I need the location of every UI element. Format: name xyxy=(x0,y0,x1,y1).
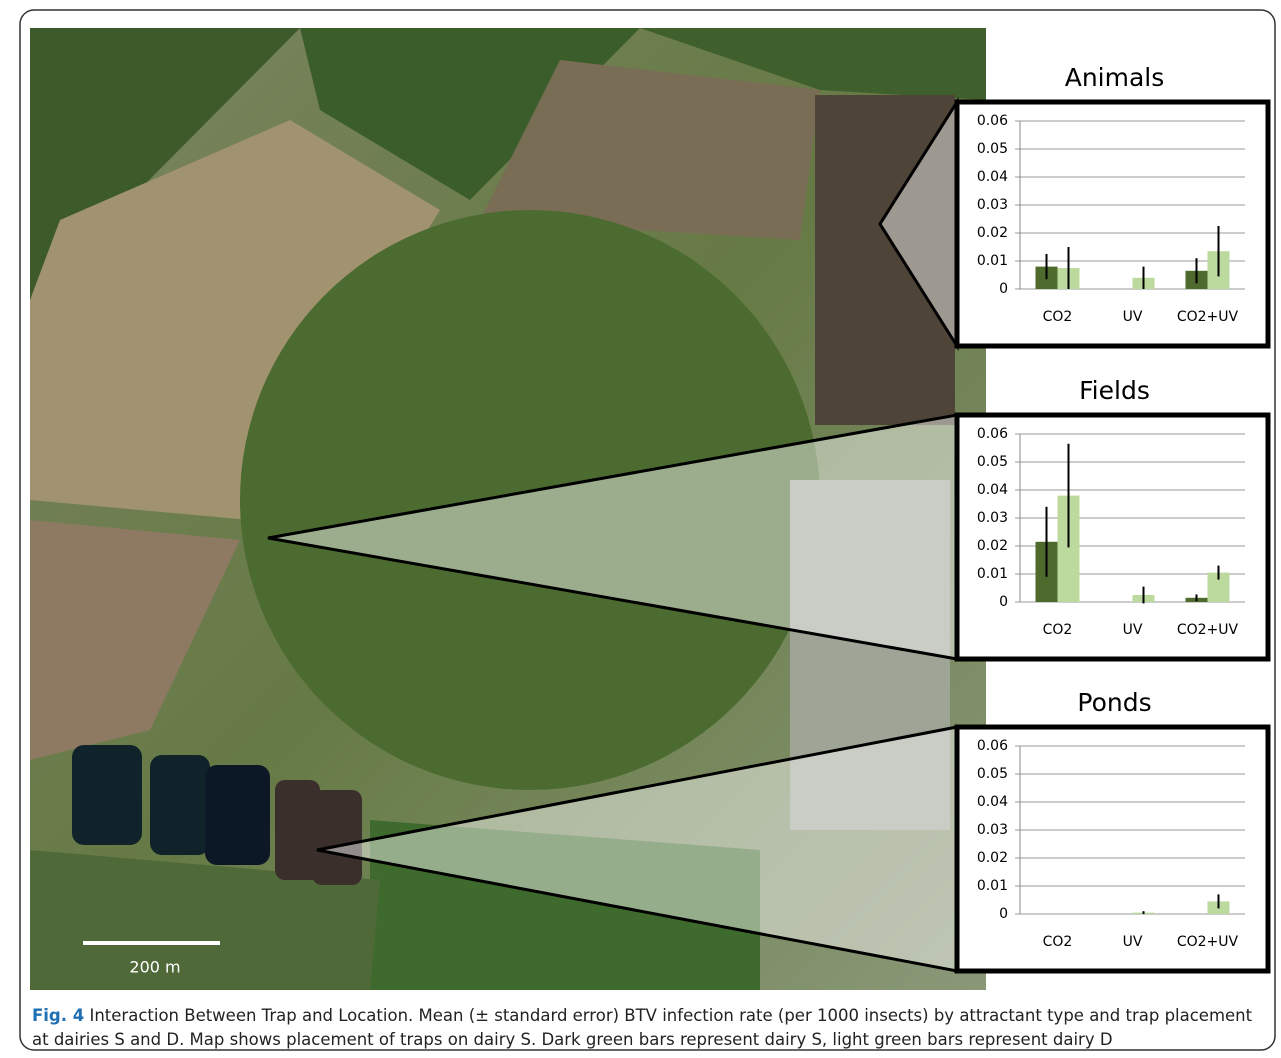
x-tick-label: CO2+UV xyxy=(1177,622,1239,638)
chart-title: Fields xyxy=(1079,376,1150,405)
x-tick-label: CO2 xyxy=(1043,934,1073,950)
caption-text: Interaction Between Trap and Location. M… xyxy=(32,1006,1253,1049)
x-tick-label: CO2+UV xyxy=(1177,309,1239,325)
field xyxy=(790,480,950,830)
field xyxy=(480,60,820,240)
chart-title: Ponds xyxy=(1077,688,1151,717)
x-tick-label: UV xyxy=(1123,622,1143,638)
y-tick-label: 0 xyxy=(999,906,1008,922)
y-tick-label: 0.04 xyxy=(977,169,1008,185)
ponds xyxy=(72,745,362,885)
map: 200 m xyxy=(30,28,986,990)
figure-frame xyxy=(19,9,1276,1051)
field xyxy=(30,520,240,760)
chart-box xyxy=(954,99,1271,349)
chart-title: Animals xyxy=(1065,63,1165,92)
y-tick-label: 0.03 xyxy=(977,822,1008,838)
y-tick-label: 0.06 xyxy=(977,113,1008,129)
y-tick-label: 0 xyxy=(999,281,1008,297)
field xyxy=(30,850,380,990)
y-tick-label: 0.02 xyxy=(977,225,1008,241)
y-tick-label: 0.05 xyxy=(977,141,1008,157)
bar xyxy=(1057,495,1080,602)
y-tick-label: 0.03 xyxy=(977,510,1008,526)
y-tick-label: 0 xyxy=(999,594,1008,610)
caption: Fig. 4 Interaction Between Trap and Loca… xyxy=(32,1004,1267,1052)
y-tick-label: 0.01 xyxy=(977,253,1008,269)
x-tick-label: UV xyxy=(1123,309,1143,325)
pivot-field xyxy=(240,210,820,790)
y-tick-label: 0.01 xyxy=(977,566,1008,582)
y-tick-label: 0.05 xyxy=(977,454,1008,470)
x-tick-label: CO2 xyxy=(1043,622,1073,638)
y-tick-label: 0.06 xyxy=(977,426,1008,442)
y-tick-label: 0.06 xyxy=(977,738,1008,754)
bar xyxy=(1207,572,1230,602)
chart-box xyxy=(954,724,1271,974)
field xyxy=(640,28,986,100)
scale-label: 200 m xyxy=(129,958,180,977)
x-tick-label: UV xyxy=(1123,934,1143,950)
y-tick-label: 0.05 xyxy=(977,766,1008,782)
y-tick-label: 0.01 xyxy=(977,878,1008,894)
x-tick-label: CO2 xyxy=(1043,309,1073,325)
chart-box xyxy=(954,412,1271,662)
caption-label: Fig. 4 xyxy=(32,1006,85,1025)
y-tick-label: 0.04 xyxy=(977,794,1008,810)
barns xyxy=(815,95,955,425)
y-tick-label: 0.02 xyxy=(977,850,1008,866)
y-tick-label: 0.04 xyxy=(977,482,1008,498)
y-tick-label: 0.02 xyxy=(977,538,1008,554)
x-tick-label: CO2+UV xyxy=(1177,934,1239,950)
field xyxy=(370,820,760,990)
field xyxy=(30,120,440,520)
y-tick-label: 0.03 xyxy=(977,197,1008,213)
